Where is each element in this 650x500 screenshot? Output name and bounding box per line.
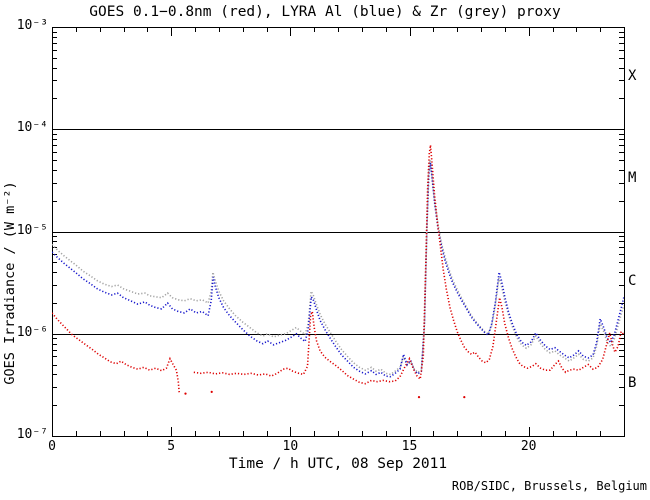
flare-class-label: C	[628, 272, 637, 289]
x-tick-label: 10	[282, 439, 299, 454]
stray-dot-goes-red	[417, 396, 421, 399]
series-goes-red	[193, 144, 624, 385]
x-tick-label: 15	[401, 439, 418, 454]
x-tick-label: 0	[48, 439, 56, 454]
y-tick-label: 10⁻⁵	[16, 222, 48, 238]
credit-label: ROB/SIDC, Brussels, Belgium	[451, 479, 647, 493]
y-tick-label: 10⁻⁶	[16, 324, 48, 340]
y-tick-label: 10⁻⁷	[16, 427, 48, 442]
y-tick-label: 10⁻⁴	[16, 120, 48, 136]
stray-dot-goes-red	[463, 396, 466, 399]
series-zr-grey	[52, 159, 624, 376]
flare-class-label: B	[628, 374, 637, 391]
y-axis-title: GOES Irradiance / (W m⁻²)	[2, 181, 18, 384]
series-al-blue	[52, 162, 624, 378]
flare-class-label: X	[628, 68, 637, 85]
flare-class-label: M	[628, 170, 637, 187]
y-tick-label: 10⁻³	[16, 18, 48, 33]
stray-dot-goes-red	[210, 390, 213, 393]
series-goes-red	[52, 312, 181, 394]
chart-title: GOES 0.1−0.8nm (red), LYRA Al (blue) & Z…	[89, 4, 561, 20]
x-axis-title: Time / h UTC, 08 Sep 2011	[228, 456, 448, 472]
x-tick-label: 5	[167, 439, 176, 454]
x-tick-label: 20	[520, 439, 537, 454]
stray-dot-goes-red	[184, 392, 187, 395]
